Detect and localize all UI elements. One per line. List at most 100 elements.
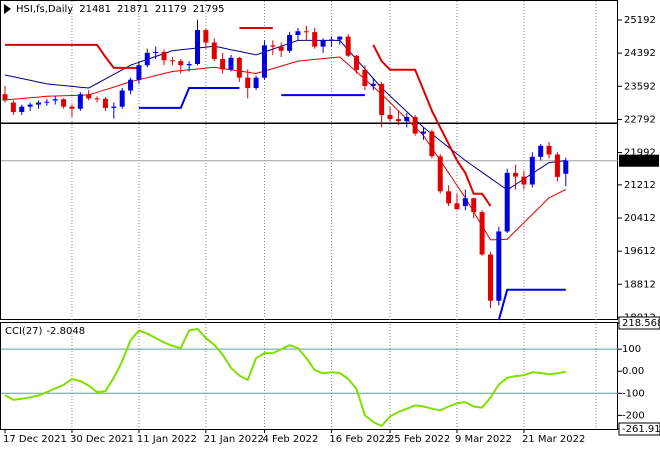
x-tick-label: 16 Feb 2022: [329, 434, 391, 445]
indicator-line: [4, 39, 566, 191]
candle-body: [437, 156, 443, 192]
candle-body: [69, 106, 75, 109]
x-tick-label: 4 Feb 2022: [262, 434, 318, 445]
candle-body: [320, 40, 326, 47]
ohlc-low: 21179: [155, 4, 187, 15]
candle-body: [412, 117, 418, 134]
x-tick-label: 21 Mar 2022: [522, 434, 585, 445]
candle-body: [337, 36, 343, 40]
candle-body: [429, 131, 435, 157]
candle-body: [136, 65, 142, 80]
candle-body: [261, 45, 267, 78]
candle-body: [529, 156, 535, 185]
candle-body: [144, 52, 150, 66]
candle-body: [328, 39, 334, 41]
cci-line: [4, 327, 566, 428]
candle-body: [19, 106, 25, 113]
candle-body: [395, 119, 401, 122]
candle-body: [421, 131, 426, 134]
y-tick-label: 20412: [624, 213, 656, 224]
candle-body: [479, 212, 485, 255]
x-tick-label: 30 Dec 2021: [70, 434, 134, 445]
cci-panel: [0, 322, 618, 430]
y-tick-label: 22792: [624, 114, 656, 125]
price-panel: [0, 0, 618, 320]
candle-body: [195, 30, 201, 64]
y-tick-box: [618, 316, 660, 330]
y-tick-label: 25192: [624, 15, 656, 26]
chart-header: HSI,fs,Daily 21481 21871 21179 21795: [16, 4, 224, 15]
candle-body: [513, 172, 519, 177]
candle-body: [362, 69, 368, 86]
candle-body: [546, 145, 552, 155]
price-tag: [619, 154, 659, 167]
y-tick-label: 0.00: [622, 366, 644, 377]
cci-header: CCI(27) -2.8048: [5, 326, 85, 337]
candle-body: [387, 114, 393, 120]
candle-body: [303, 31, 309, 33]
candle-body: [270, 45, 276, 47]
candle-body: [178, 61, 184, 66]
x-tick-label: 21 Jan 2022: [204, 434, 264, 445]
y-tick-label: 19612: [624, 246, 656, 257]
candle-body: [379, 83, 385, 115]
candle-body: [446, 191, 452, 204]
ohlc-high: 21871: [117, 4, 149, 15]
x-tick-label: 9 Mar 2022: [455, 434, 512, 445]
y-tick-label: -261.910: [622, 424, 660, 435]
candle-body: [504, 172, 510, 232]
ohlc-open: 21481: [79, 4, 111, 15]
y-tick-label: -200: [622, 410, 645, 421]
candle-body: [44, 101, 50, 103]
ohlc-close: 21795: [193, 4, 225, 15]
candle-body: [538, 145, 544, 157]
y-tick-label: 23592: [624, 81, 656, 92]
candle-body: [203, 30, 209, 43]
candle-body: [312, 32, 318, 47]
indicator-line: [138, 87, 566, 321]
cci-last-value: -2.8048: [46, 326, 85, 337]
candle-body: [102, 98, 108, 108]
candle-body: [295, 31, 301, 36]
candle-body: [404, 117, 410, 122]
y-tick-box: [618, 422, 660, 436]
candle-body: [77, 94, 83, 109]
candle-body: [94, 98, 100, 100]
y-tick-label: 18812: [624, 279, 656, 290]
indicator-line: [5, 27, 492, 207]
candle-body: [496, 231, 502, 301]
candle-body: [462, 198, 468, 207]
y-tick-label: -100: [622, 388, 645, 399]
candle-body: [287, 35, 293, 51]
price-tag-label: 21795: [622, 156, 654, 167]
candle-body: [119, 90, 125, 107]
candle-body: [278, 46, 284, 51]
candle-body: [2, 94, 8, 101]
candle-body: [211, 42, 217, 60]
y-tick-label: 218.5687: [622, 318, 660, 329]
candle-body: [487, 254, 493, 301]
candle-body: [554, 154, 560, 177]
x-tick-label: 11 Jan 2022: [137, 434, 197, 445]
candle-body: [27, 104, 33, 107]
x-tick-label: 25 Feb 2022: [388, 434, 450, 445]
candle-body: [345, 36, 351, 56]
candle-body: [52, 99, 58, 101]
candle-body: [354, 55, 360, 70]
candle-body: [563, 160, 569, 174]
candle-body: [111, 106, 117, 108]
candle-body: [228, 57, 234, 70]
y-tick-label: 21212: [624, 180, 656, 191]
candle-body: [454, 203, 460, 210]
candle-body: [10, 102, 16, 113]
candle-body: [86, 94, 92, 99]
candle-body: [153, 51, 159, 53]
candle-body: [161, 51, 167, 61]
candle-body: [128, 79, 134, 91]
chart-title: HSI,fs,Daily: [16, 4, 73, 15]
x-tick-label: 17 Dec 2021: [3, 434, 67, 445]
candle-body: [186, 64, 192, 66]
candle-body: [253, 77, 259, 89]
header-icon: [4, 4, 11, 14]
